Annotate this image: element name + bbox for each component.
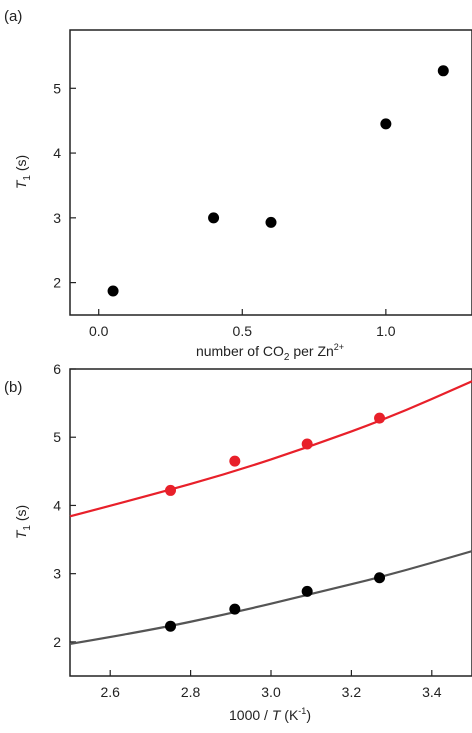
panel-b-fit-lines	[69, 380, 472, 646]
x-tick-label: 2.8	[181, 684, 201, 700]
data-point	[229, 603, 241, 615]
data-point	[380, 118, 392, 130]
panel-b-x-axis-label: 1000 / T (K-1)	[229, 706, 311, 723]
panel-a-label: (a)	[4, 8, 22, 25]
y-tick-label: 3	[53, 566, 61, 582]
x-tick-label: 3.4	[422, 684, 442, 700]
data-point	[437, 65, 449, 77]
y-tick-label: 2	[53, 275, 61, 291]
y-tick-label: 4	[53, 497, 61, 513]
data-point	[165, 484, 176, 496]
data-point	[229, 455, 241, 467]
panel-a-x-axis-label: number of CO2 per Zn2+	[196, 342, 344, 363]
panel-b-frame	[69, 368, 472, 677]
panel-a-frame	[69, 29, 472, 316]
data-point	[374, 572, 386, 584]
data-point	[301, 585, 313, 597]
y-tick-label: 5	[53, 429, 61, 445]
panel-b-label: (b)	[4, 379, 22, 396]
data-point	[265, 216, 277, 228]
panel-a-y-axis-label: T1 (s)	[13, 155, 33, 189]
data-point	[165, 620, 176, 632]
data-point	[301, 438, 313, 450]
fit-line-0	[69, 380, 472, 518]
y-tick-label: 4	[53, 145, 61, 161]
panel-b-points	[165, 412, 386, 632]
panel-b-y-axis-label: T1 (s)	[13, 505, 33, 539]
panel-b-tick-labels: 2.6 2.8 3.0 3.2 3.4 2 3 4 5 6	[53, 361, 442, 700]
panel-b-ticks	[70, 368, 433, 676]
x-tick-label: 0.5	[233, 323, 253, 339]
panel-a-ticks	[70, 87, 387, 315]
data-point	[107, 285, 119, 297]
panel-a: (a) 0.0 0.5 1.0 2 3 4 5 number of CO2 per Zn2+…	[4, 8, 472, 363]
x-tick-label: 3.2	[342, 684, 362, 700]
panel-a-tick-labels: 0.0 0.5 1.0 2 3 4 5	[53, 80, 396, 339]
y-tick-label: 6	[53, 361, 61, 377]
panel-a-points	[107, 65, 449, 297]
y-tick-label: 3	[53, 210, 61, 226]
y-tick-label: 5	[53, 80, 61, 96]
y-tick-label: 2	[53, 634, 61, 650]
x-tick-label: 2.6	[100, 684, 120, 700]
x-tick-label: 1.0	[376, 323, 396, 339]
data-point	[208, 212, 220, 224]
x-tick-label: 3.0	[261, 684, 281, 700]
x-tick-label: 0.0	[89, 323, 109, 339]
fit-line-1	[69, 550, 472, 646]
data-point	[374, 412, 386, 424]
